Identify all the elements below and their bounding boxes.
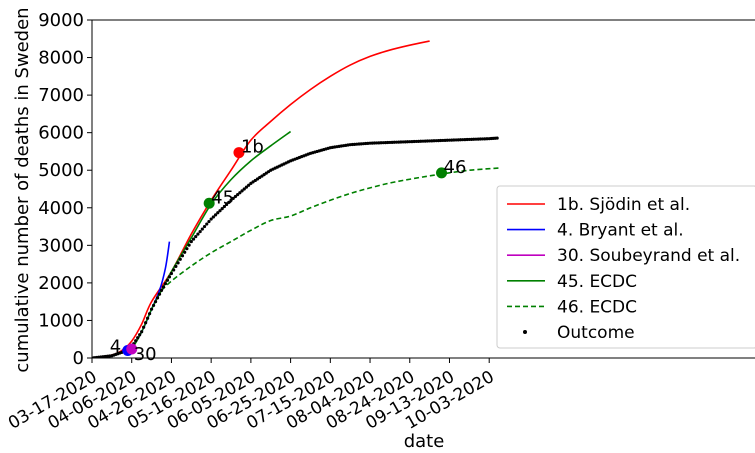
y-tick-label: 7000 <box>38 85 84 106</box>
outcome-point <box>216 211 220 215</box>
outcome-point <box>213 213 218 217</box>
outcome-point <box>159 288 164 292</box>
marker-30 <box>126 343 138 355</box>
y-tick-label: 1000 <box>38 310 84 331</box>
outcome-point <box>134 339 138 343</box>
outcome-point <box>149 307 154 311</box>
marker-46 <box>436 167 448 179</box>
series-4-bryant-et-al <box>121 241 171 354</box>
outcome-point <box>180 254 185 258</box>
outcome-point <box>198 229 202 234</box>
y-axis-label: cumulative number of deaths in Sweden <box>12 7 33 372</box>
legend-entry: 30. Soubeyrand et al. <box>557 246 740 266</box>
legend-dot <box>523 330 527 334</box>
legend-entry: 1b. Sjödin et al. <box>557 195 690 215</box>
outcome-point <box>227 200 231 204</box>
outcome-point <box>225 202 229 207</box>
outcome-point <box>153 300 158 304</box>
outcome-point <box>209 217 213 221</box>
y-tick-label: 6000 <box>38 123 84 144</box>
marker-label: 4 <box>110 336 121 357</box>
outcome-point <box>205 222 209 226</box>
series-1b-sj-din-et-al <box>92 40 430 358</box>
marker-layer: 4 30 1b 45 46 <box>110 137 467 365</box>
y-tick-label: 0 <box>73 348 84 369</box>
outcome-point <box>142 325 146 329</box>
marker-label: 1b <box>241 137 264 158</box>
outcome-point <box>140 330 144 334</box>
outcome-point <box>247 183 251 187</box>
legend-entry: Outcome <box>557 323 635 343</box>
legend-entry: 46. ECDC <box>557 297 637 317</box>
outcome-point <box>183 250 187 254</box>
marker-label: 46 <box>444 157 467 178</box>
outcome-point <box>495 136 499 140</box>
outcome-point <box>151 303 156 308</box>
x-axis-label: date <box>404 431 445 452</box>
outcome-point <box>178 257 182 261</box>
outcome-point <box>196 232 200 236</box>
legend-box <box>496 185 755 349</box>
outcome-point <box>233 194 238 199</box>
y-tick-label: 5000 <box>38 160 84 181</box>
series-46-ecdc <box>160 167 500 291</box>
outcome-point <box>187 243 191 247</box>
outcome-point <box>191 237 196 241</box>
outcome-point <box>172 268 176 272</box>
y-tick-label: 8000 <box>38 48 84 69</box>
outcome-point <box>165 278 170 282</box>
outcome-point <box>222 204 226 209</box>
legend: 1b. Sjödin et al. 4. Bryant et al. 30. Sou… <box>496 185 755 349</box>
outcome-point <box>138 333 142 337</box>
outcome-point <box>136 336 140 340</box>
legend-entry: 45. ECDC <box>557 272 637 292</box>
marker-1b <box>233 147 245 159</box>
outcome-point <box>220 207 224 211</box>
outcome-point <box>157 292 162 296</box>
legend-entry: 4. Bryant et al. <box>557 221 684 241</box>
outcome-point <box>236 193 240 197</box>
marker-45 <box>203 197 215 209</box>
outcome-point <box>200 227 204 231</box>
outcome-point <box>169 271 174 276</box>
outcome-point <box>242 187 246 191</box>
y-tick-label: 9000 <box>38 10 84 31</box>
y-tick-label: 3000 <box>38 235 84 256</box>
y-tick-label: 4000 <box>38 198 84 219</box>
y-tick-label: 2000 <box>38 273 84 294</box>
outcome-point <box>167 275 172 279</box>
outcome-point <box>211 215 215 219</box>
marker-label: 30 <box>134 344 157 365</box>
series-outcome <box>92 136 499 358</box>
outcome-point <box>194 234 198 239</box>
outcome-point <box>189 239 193 244</box>
outcome-point <box>240 189 244 193</box>
outcome-point <box>185 247 189 251</box>
outcome-point <box>147 312 152 316</box>
outcome-point <box>202 224 207 229</box>
outcome-point <box>238 191 242 195</box>
outcome-point <box>244 185 249 189</box>
marker-label: 45 <box>211 187 234 208</box>
outcome-point <box>229 198 233 202</box>
outcome-point <box>231 196 235 200</box>
outcome-point <box>146 316 150 320</box>
outcome-point <box>218 209 222 213</box>
outcome-point <box>144 321 148 325</box>
outcome-point <box>155 296 160 300</box>
outcome-point <box>163 282 168 286</box>
series-45-ecdc <box>123 130 292 354</box>
series-layer <box>92 40 500 358</box>
outcome-point <box>161 285 166 289</box>
outcome-point <box>174 264 178 269</box>
outcome-point <box>207 219 211 224</box>
outcome-point <box>176 261 180 265</box>
